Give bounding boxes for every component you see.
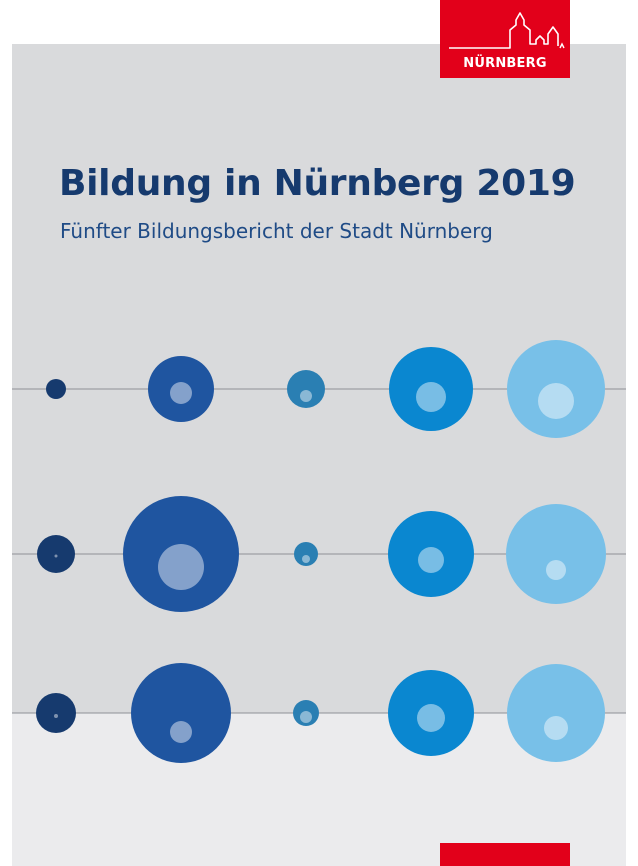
bubble-inner-15 [544, 716, 568, 740]
bubble-inner-2 [170, 382, 192, 404]
bubble-6 [37, 535, 75, 573]
bubble-inner-10 [546, 560, 566, 580]
bubble-inner-12 [170, 721, 192, 743]
bubble-13 [293, 700, 319, 726]
bubble-14 [388, 670, 474, 756]
bubble-1 [46, 379, 66, 399]
bubble-inner-9 [418, 547, 444, 573]
bubble-5 [507, 340, 605, 438]
bubble-inner-8 [302, 555, 310, 563]
bubble-10 [506, 504, 606, 604]
bubble-7 [123, 496, 239, 612]
bottom-red-bar [440, 843, 570, 866]
bubble-inner-5 [538, 383, 574, 419]
bubble-3 [287, 370, 325, 408]
nuernberg-logo: NÜRNBERG [440, 0, 570, 78]
bubble-inner-3 [300, 390, 312, 402]
bubble-inner-4 [416, 382, 446, 412]
cover-title: Bildung in Nürnberg 2019 [59, 163, 576, 204]
cover-subtitle: Fünfter Bildungsbericht der Stadt Nürnbe… [60, 219, 493, 243]
bubble-12 [131, 663, 231, 763]
castle-skyline-icon [449, 12, 565, 49]
bubble-9 [388, 511, 474, 597]
bubble-inner-14 [417, 704, 445, 732]
bubble-15 [507, 664, 605, 762]
logo-wordmark: NÜRNBERG [463, 56, 547, 71]
bubble-inner-13 [300, 711, 312, 723]
bubble-11 [36, 693, 76, 733]
bubble-inner-6 [54, 554, 58, 558]
bubble-2 [148, 356, 214, 422]
bubble-8 [294, 542, 318, 566]
bubble-inner-7 [158, 544, 204, 590]
bubble-4 [389, 347, 473, 431]
bubble-inner-11 [54, 714, 58, 718]
